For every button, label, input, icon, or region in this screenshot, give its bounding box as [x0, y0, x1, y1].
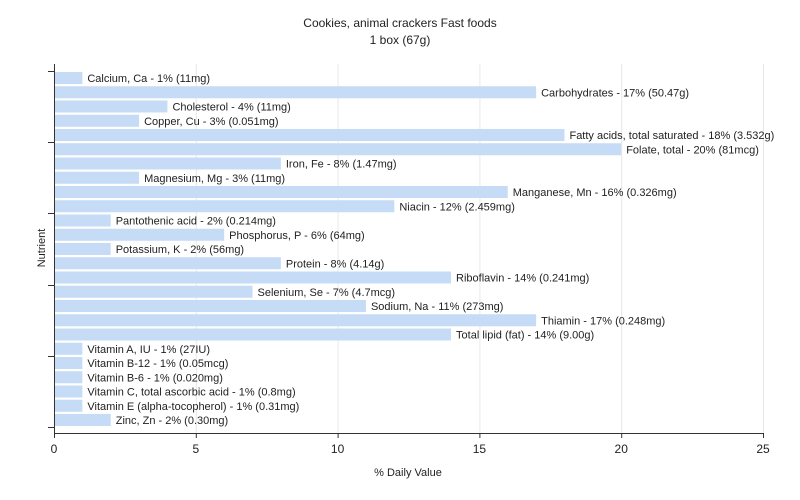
bar-label: Zinc, Zn - 2% (0.30mg) — [116, 415, 228, 427]
bar-label: Riboflavin - 14% (0.241mg) — [456, 273, 589, 285]
x-tick-label: 5 — [192, 442, 199, 456]
bar-label: Copper, Cu - 3% (0.051mg) — [144, 116, 279, 128]
bar-label: Vitamin B-6 - 1% (0.020mg) — [87, 372, 223, 384]
chart-title: Cookies, animal crackers Fast foods — [303, 16, 496, 30]
bar — [55, 285, 253, 298]
bar-label: Niacin - 12% (2.459mg) — [399, 201, 515, 213]
bar-label: Total lipid (fat) - 14% (9.00g) — [456, 330, 594, 342]
bar-label: Vitamin A, IU - 1% (27IU) — [87, 344, 210, 356]
x-tick-label: 10 — [331, 442, 345, 456]
bar — [55, 100, 168, 113]
bar-label: Carbohydrates - 17% (50.47g) — [541, 87, 689, 99]
bar-label: Iron, Fe - 8% (1.47mg) — [286, 159, 397, 171]
bar — [55, 257, 281, 270]
bar-label: Manganese, Mn - 16% (0.326mg) — [513, 187, 677, 199]
bar-label: Protein - 8% (4.14g) — [286, 258, 384, 270]
axes-group: 0 5 10 15 20 25 — [48, 64, 770, 456]
bar — [55, 157, 281, 170]
bar — [55, 357, 83, 369]
bar — [55, 314, 537, 327]
bar-label: Vitamin E (alpha-tocopherol) - 1% (0.31m… — [87, 401, 299, 413]
bar — [55, 271, 452, 284]
bar — [55, 171, 140, 184]
bar — [55, 328, 452, 341]
bar-label: Vitamin B-12 - 1% (0.05mcg) — [87, 358, 228, 370]
bar — [55, 143, 622, 156]
bar — [55, 214, 111, 227]
bar — [55, 342, 83, 355]
bar — [55, 129, 565, 141]
bar-label: Thiamin - 17% (0.248mg) — [541, 315, 665, 327]
bar — [55, 114, 140, 127]
bar — [55, 300, 366, 312]
bar — [55, 414, 111, 426]
chart-subtitle: 1 box (67g) — [370, 33, 431, 47]
bar-label: Calcium, Ca - 1% (11mg) — [87, 73, 210, 85]
x-tick-label: 0 — [51, 442, 58, 456]
bar-label: Vitamin C, total ascorbic acid - 1% (0.8… — [87, 387, 295, 399]
x-tick-label: 15 — [473, 442, 487, 456]
bar — [55, 371, 83, 384]
bar-label: Folate, total - 20% (81mcg) — [626, 144, 759, 156]
bar-label: Cholesterol - 4% (11mg) — [172, 102, 290, 114]
bar — [55, 72, 83, 84]
bar-label: Potassium, K - 2% (56mg) — [116, 244, 244, 256]
bar-label: Sodium, Na - 11% (273mg) — [371, 301, 503, 313]
bar-label: Fatty acids, total saturated - 18% (3.53… — [569, 130, 774, 142]
bar — [55, 385, 83, 398]
bar-label: Pantothenic acid - 2% (0.214mg) — [116, 216, 276, 228]
y-axis-label: Nutrient — [36, 229, 48, 268]
x-tick-label: 25 — [756, 442, 770, 456]
x-axis-label: % Daily Value — [374, 467, 442, 479]
x-tick-label: 20 — [615, 442, 629, 456]
bars-group: Calcium, Ca - 1% (11mg) Carbohydrates - 1… — [55, 72, 774, 427]
bar-label: Phosphorus, P - 6% (64mg) — [229, 230, 365, 242]
bar — [55, 200, 395, 213]
bar — [55, 228, 225, 241]
gridlines — [195, 64, 764, 433]
bar-label: Selenium, Se - 7% (4.7mcg) — [258, 287, 396, 299]
bar — [55, 186, 508, 198]
bar-label: Magnesium, Mg - 3% (11mg) — [144, 173, 285, 185]
bar — [55, 86, 537, 99]
bar — [55, 243, 111, 255]
bar — [55, 399, 83, 412]
